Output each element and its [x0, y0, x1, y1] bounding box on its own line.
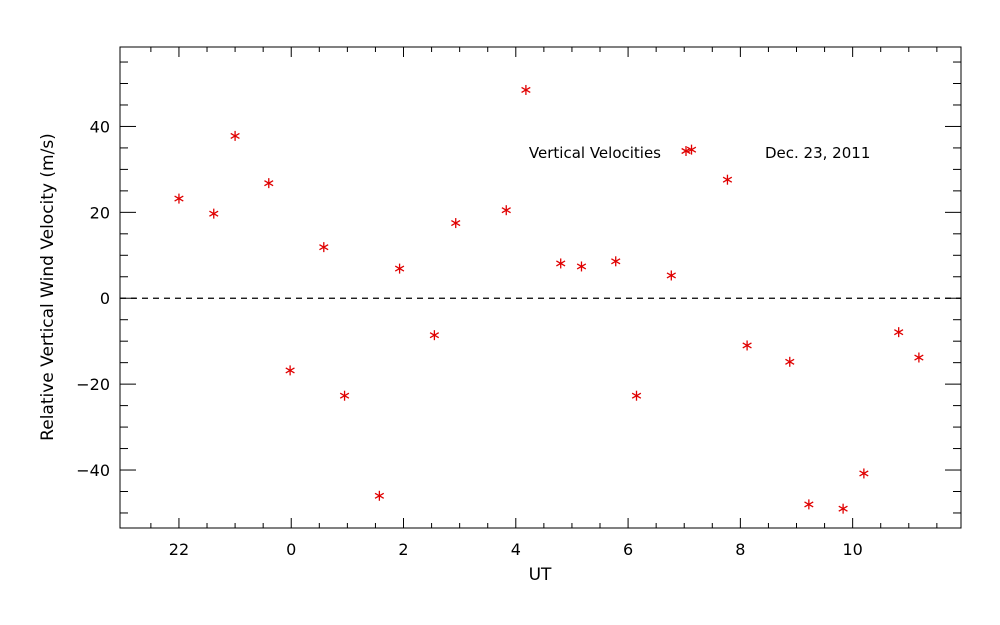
- data-point: [894, 327, 904, 338]
- x-tick-label: 10: [842, 540, 862, 559]
- data-point: [859, 468, 869, 479]
- data-point: [285, 365, 295, 376]
- data-points: [174, 84, 924, 514]
- y-tick-label: 40: [90, 117, 110, 136]
- y-axis-title: Relative Vertical Wind Velocity (m/s): [38, 133, 58, 441]
- data-point: [394, 263, 405, 274]
- data-point: [374, 490, 385, 501]
- data-point: [264, 178, 274, 189]
- x-tick-label: 6: [623, 540, 633, 559]
- y-tick-label: 20: [90, 203, 110, 222]
- y-tick-label: −40: [76, 461, 110, 480]
- data-point: [319, 242, 329, 253]
- data-point: [501, 205, 511, 216]
- legend-marker-symbol: [681, 146, 691, 156]
- plot-frame: [119, 46, 962, 529]
- data-point: [230, 130, 240, 141]
- x-tick-label: 0: [286, 540, 296, 559]
- data-point: [742, 340, 752, 351]
- legend-marker: [681, 146, 691, 156]
- data-point: [576, 261, 587, 272]
- x-tick-label: 22: [169, 540, 189, 559]
- data-point: [521, 84, 531, 95]
- data-point: [785, 356, 795, 367]
- x-tick-label: 8: [735, 540, 745, 559]
- data-point: [722, 174, 733, 185]
- data-point: [914, 352, 924, 363]
- y-axis-ticks: −40 −20 0 20 40: [76, 61, 961, 514]
- data-point: [174, 193, 184, 204]
- data-point: [804, 499, 814, 510]
- data-point: [631, 390, 642, 401]
- legend-date: Dec. 23, 2011: [765, 144, 870, 162]
- data-point: [339, 390, 350, 401]
- x-axis-title: UT: [529, 565, 552, 585]
- data-point: [611, 256, 621, 267]
- x-tick-label: 2: [398, 540, 408, 559]
- data-point: [686, 144, 697, 155]
- y-tick-label: −20: [76, 375, 110, 394]
- legend: Vertical Velocities Dec. 23, 2011: [529, 144, 870, 162]
- data-point: [451, 218, 461, 229]
- x-axis-ticks: 22 0 2 4 6 8 10: [150, 47, 938, 559]
- y-tick-label: 0: [100, 289, 110, 308]
- data-point: [838, 503, 848, 514]
- data-point: [666, 270, 676, 281]
- data-point: [556, 258, 566, 269]
- legend-label: Vertical Velocities: [529, 144, 661, 162]
- x-tick-label: 4: [511, 540, 521, 559]
- data-point: [429, 330, 440, 341]
- data-point: [209, 208, 219, 219]
